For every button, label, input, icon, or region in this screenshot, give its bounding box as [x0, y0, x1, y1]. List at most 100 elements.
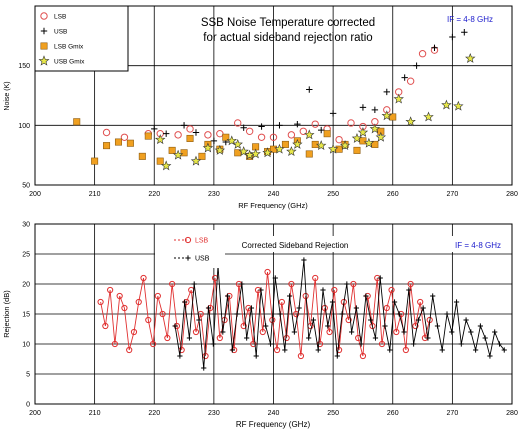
bottom-lsb-point — [116, 292, 123, 300]
bottom-usb-line — [174, 259, 505, 369]
top-lsb-gmix-point — [198, 152, 206, 160]
bottom-xtick-label: 230 — [208, 410, 220, 417]
bottom-usb-point — [382, 323, 388, 329]
bottom-lsb-point — [149, 340, 157, 348]
bottom-usb-point — [320, 287, 326, 293]
bottom-lsb-point — [135, 298, 142, 306]
top-usb-gmix-point — [226, 135, 237, 146]
sideband-rejection-chart: 200 210 220 230 240 250 260 270 280051015202530 … — [2, 222, 518, 430]
bottom-usb-point — [349, 329, 355, 335]
bottom-ytick-label: 25 — [22, 252, 30, 259]
bottom-lsb-point — [169, 280, 176, 288]
bottom-chart-if-annotation: IF = 4-8 GHz — [455, 241, 501, 250]
bottom-ytick-label: 15 — [22, 312, 30, 319]
bottom-lsb-point — [388, 286, 395, 294]
bottom-ytick-label: 20 — [22, 282, 30, 289]
bottom-usb-point — [339, 311, 345, 317]
top-usb-gmix-point — [202, 142, 214, 153]
top-usb-gmix-point — [304, 129, 315, 140]
bottom-lsb-point — [126, 346, 133, 354]
bottom-usb-point — [172, 323, 178, 329]
top-lsb-gmix-point — [126, 139, 134, 147]
bottom-usb-point — [415, 317, 421, 323]
top-chart-if-annotation: IF = 4-8 GHz — [447, 15, 493, 24]
bottom-usb-point — [306, 335, 312, 341]
top-usb-point — [276, 122, 283, 129]
bottom-usb-point — [492, 329, 498, 335]
top-usb-gmix-point — [155, 134, 166, 145]
bottom-xtick-label: 260 — [387, 410, 399, 417]
top-lsb-gmix-point — [144, 132, 152, 140]
top-usb-gmix-point — [381, 110, 392, 121]
bottom-lsb-line — [100, 271, 431, 357]
top-lsb-gmix-point — [186, 134, 194, 142]
top-lsb-point — [418, 50, 427, 58]
bottom-lsb-point — [102, 322, 109, 330]
top-xtick-label: 240 — [268, 191, 280, 198]
top-usb-point — [240, 124, 247, 131]
bottom-chart-title: Corrected Sideband Rejection — [242, 241, 349, 250]
top-lsb-gmix-point — [180, 149, 188, 157]
top-lsb-point — [347, 119, 355, 127]
bottom-usb-point — [272, 275, 278, 281]
bottom-lsb-point — [326, 328, 333, 336]
top-chart-title: SSB Noise Temperature corrected — [201, 17, 375, 29]
bottom-usb-point — [263, 323, 269, 329]
bottom-chart-xlabel: RF Frequency (GHz) — [236, 420, 311, 429]
top-xtick-label: 250 — [327, 191, 339, 198]
bottom-usb-point — [353, 305, 359, 311]
top-legend-marker — [38, 55, 50, 66]
bottom-usb-point — [301, 257, 307, 263]
top-usb-point — [329, 110, 337, 117]
top-chart-xlabel: RF Frequency (GHz) — [238, 201, 308, 210]
top-usb-gmix-point — [465, 53, 476, 63]
top-chart-marks — [73, 29, 476, 171]
bottom-usb-point — [411, 341, 417, 347]
bottom-lsb-point — [293, 310, 300, 318]
bottom-usb-point — [396, 311, 402, 317]
top-lsb-point — [216, 129, 224, 138]
bottom-legend-marker — [184, 236, 192, 244]
top-ytick-label: 100 — [18, 123, 30, 130]
bottom-lsb-point — [159, 310, 166, 318]
bottom-usb-point — [296, 305, 302, 311]
top-lsb-gmix-point — [353, 146, 361, 154]
top-usb-gmix-point — [250, 148, 261, 159]
bottom-usb-point — [434, 323, 441, 329]
bottom-legend-label: LSB — [195, 238, 209, 245]
bottom-usb-point — [253, 353, 259, 359]
top-usb-gmix-point — [423, 111, 434, 122]
bottom-usb-point — [234, 311, 240, 317]
bottom-lsb-point — [240, 322, 247, 330]
top-usb-gmix-point — [274, 143, 285, 154]
top-chart-ylabel: Noise (K) — [4, 81, 11, 110]
top-lsb-point — [102, 128, 111, 137]
bottom-lsb-point — [259, 328, 266, 336]
top-xtick-label: 220 — [148, 191, 160, 198]
top-legend-label: LSB — [54, 14, 66, 21]
top-usb-gmix-point — [214, 144, 226, 155]
bottom-usb-point — [229, 347, 235, 353]
bottom-usb-point — [277, 311, 283, 317]
bottom-usb-point — [477, 323, 483, 329]
bottom-xtick-label: 200 — [29, 410, 41, 417]
top-usb-point — [162, 130, 170, 137]
top-lsb-gmix-point — [168, 146, 176, 154]
bottom-ytick-label: 5 — [26, 372, 30, 379]
top-lsb-point — [257, 133, 266, 141]
bottom-xtick-label: 280 — [506, 410, 518, 417]
top-lsb-gmix-point — [389, 113, 397, 121]
top-usb-gmix-point — [292, 138, 303, 149]
bottom-usb-point — [177, 353, 183, 359]
bottom-lsb-point — [402, 346, 409, 354]
bottom-usb-point — [453, 299, 460, 305]
bottom-chart-ticks: 200 210 220 230 240 250 260 270 280 0 5 10 15 20 25 30 — [22, 222, 518, 418]
bottom-usb-point — [368, 317, 374, 323]
top-usb-gmix-point — [190, 155, 202, 166]
top-usb-point — [180, 122, 188, 129]
top-usb-gmix-point — [172, 149, 184, 160]
top-xtick-label: 280 — [506, 191, 518, 198]
top-lsb-gmix-point — [91, 157, 99, 165]
bottom-lsb-point — [145, 316, 152, 324]
bottom-usb-point — [182, 299, 188, 305]
